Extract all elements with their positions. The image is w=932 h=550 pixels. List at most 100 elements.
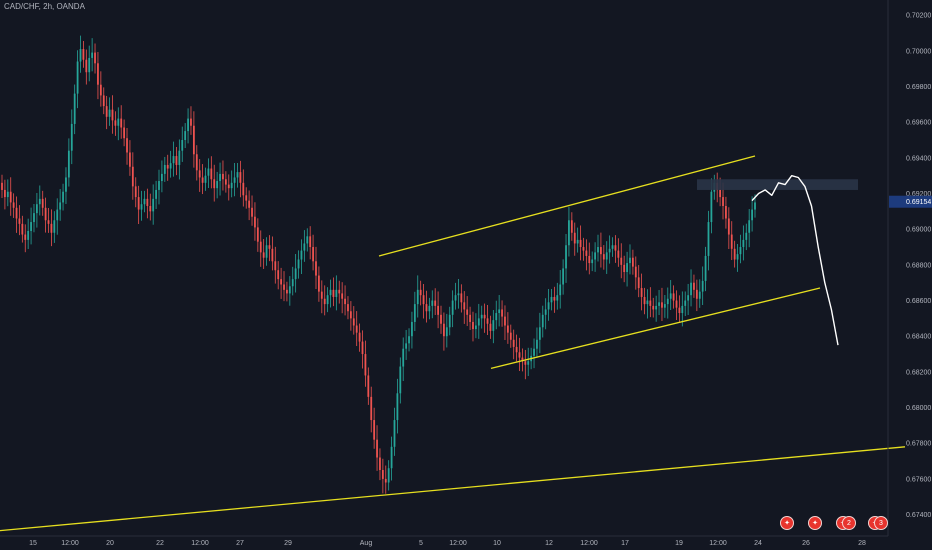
candle-body [608,248,611,253]
candle-body [655,305,658,310]
symbol-title[interactable]: CAD/CHF, 2h, OANDA [4,2,85,11]
candle-body [256,227,259,242]
candle-body [309,236,312,248]
candle-body [288,286,291,294]
candle-body [254,216,256,228]
candle-body [280,279,283,285]
candle-body [332,289,335,297]
candle-body [460,293,463,303]
candle-body [198,170,201,178]
time-axis[interactable]: 15 12:00 20 22 12:00 27 29 Aug 5 12:00 10 12 12:00 17… [0,535,888,547]
candle-body [175,156,178,165]
candle-body [355,325,358,333]
candle-body [495,313,498,321]
candle-body [347,304,349,312]
candle-body [457,293,460,296]
candle-body [617,250,620,258]
channel-lower-line[interactable] [490,287,821,369]
projection-path[interactable] [751,175,839,346]
candle-body [411,321,413,337]
candle-body [361,341,364,355]
candle-body [492,320,495,331]
candle-body [111,109,114,121]
candle-body [521,357,524,362]
price-tick-label: 0.69600 [906,120,931,127]
candle-body [73,93,76,124]
time-tick-label: 12:00 [191,540,209,547]
time-tick-label: 12:00 [709,540,727,547]
candle-body [251,207,253,217]
economic-event-icon[interactable]: ✦ [808,516,822,530]
candle-body [553,296,556,301]
candle-body [335,289,338,297]
price-axis[interactable]: 0.70200 0.70000 0.69800 0.69600 0.69400 0.692… [887,0,932,536]
candle-body [538,327,541,340]
candle-body [742,239,745,248]
last-price-tag [889,195,932,208]
price-tick-label: 0.68800 [906,262,931,269]
candle-body [187,118,189,132]
candle-body [472,321,474,330]
candle-body [323,298,326,305]
candle-body [480,314,483,319]
candle-body [483,314,486,319]
time-tick-label: 22 [156,540,164,547]
candle-body [681,305,684,314]
candle-body [544,309,547,315]
candles-layer [1,35,756,494]
candle-body [594,252,596,260]
economic-event-icon[interactable]: ✦2 [836,516,856,530]
candle-body [38,198,41,205]
candle-body [99,84,102,96]
candle-body [527,361,530,365]
candle-body [559,284,562,296]
candle-body [50,223,53,233]
candle-body [422,295,425,305]
candle-body [416,289,419,305]
candle-body [727,218,730,235]
economic-event-icon[interactable]: ✦3 [868,516,888,530]
candle-body [367,375,370,397]
candle-body [9,191,12,203]
candle-body [277,270,280,280]
candle-body [643,296,646,305]
time-tick-label: 26 [802,540,810,547]
candle-body [440,314,442,324]
candle-body [431,300,434,306]
candle-body [131,166,134,187]
event-count-badge: 3 [874,516,888,530]
price-tick-label: 0.68400 [906,334,931,341]
economic-event-icon[interactable]: ✦ [780,516,794,530]
candle-body [105,106,108,117]
candle-body [381,470,384,479]
candle-body [730,234,733,249]
candle-body [698,291,701,299]
candle-body [579,239,582,248]
candle-body [687,295,690,301]
candle-body [239,172,242,183]
candle-body [262,252,265,258]
candle-body [387,468,390,483]
candle-body [326,295,329,305]
time-tick-label: 19 [675,540,683,547]
candle-body [463,302,466,310]
candle-body [1,182,3,190]
candle-body [649,300,652,306]
event-flag-icon: ✦ [780,516,794,530]
price-tick-label: 0.68000 [906,405,931,412]
channel-upper-line[interactable] [378,155,756,257]
candle-body [268,245,271,249]
candle-body [166,164,169,169]
support-trendline[interactable] [0,446,906,532]
candle-body [669,293,672,299]
candle-body [646,300,649,305]
candle-body [76,61,79,94]
price-tick-label: 0.69400 [906,155,931,162]
candle-body [184,131,187,140]
time-tick-label: 29 [284,540,292,547]
candle-body [518,352,521,358]
candle-body [146,198,149,206]
candle-body [126,138,128,153]
